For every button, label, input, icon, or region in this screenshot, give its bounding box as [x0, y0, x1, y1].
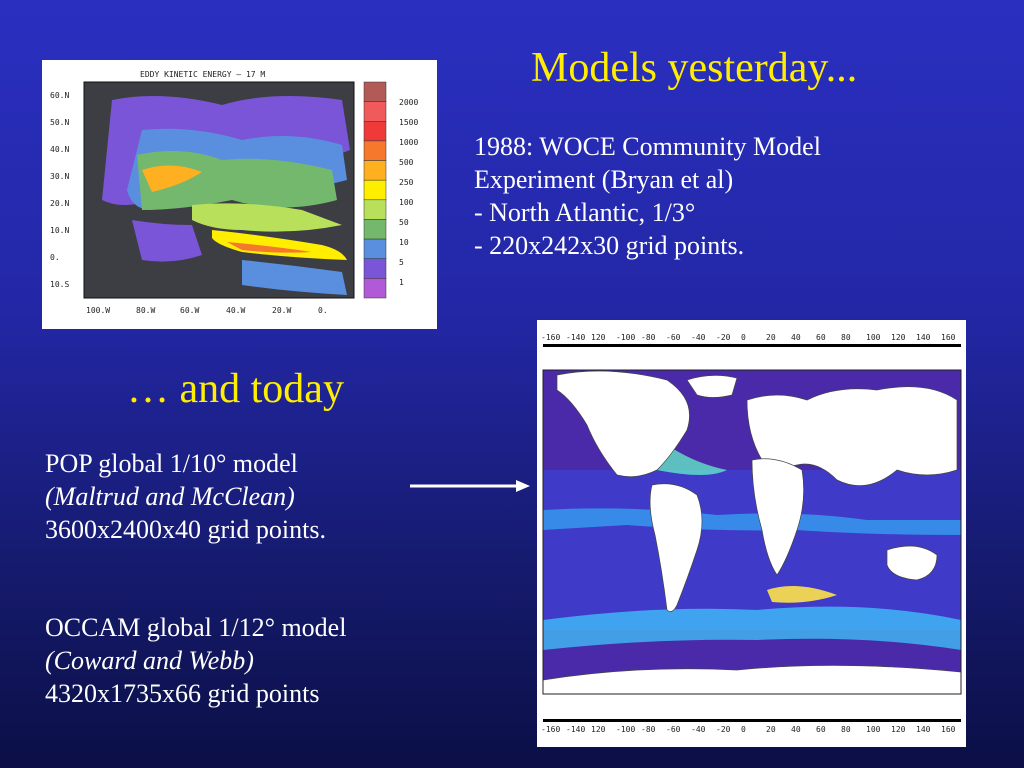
eke-legend-colorbar: [363, 81, 387, 299]
legend-swatch: [363, 101, 387, 122]
global-map-lon-label: 40: [791, 725, 801, 734]
global-eddy-map-figure: -160 -140 120 -100 -80 -60 -40 -20 0 20 40 60 80 100 1…: [537, 320, 966, 747]
lat-label: 10.S: [50, 280, 69, 289]
global-map-lon-label: -160: [541, 725, 560, 734]
lat-label: 40.N: [50, 145, 69, 154]
global-map-lon-label: -20: [716, 333, 731, 342]
arrow-icon: [410, 480, 530, 492]
global-map-lon-label: 40: [791, 333, 801, 342]
legend-value: 5: [399, 258, 404, 267]
occam-model-line: OCCAM global 1/12° model: [45, 613, 347, 642]
global-map-lon-label: -100: [616, 725, 635, 734]
eke-map-title: EDDY KINETIC ENERGY – 17 M: [140, 70, 265, 79]
legend-value: 1: [399, 278, 404, 287]
lon-label: 80.W: [136, 306, 155, 315]
woce-description: 1988: WOCE Community Model Experiment (B…: [474, 130, 821, 262]
lat-label: 10.N: [50, 226, 69, 235]
legend-swatch: [363, 219, 387, 240]
legend-value: 10: [399, 238, 409, 247]
lat-label: 0.: [50, 253, 60, 262]
legend-value: 2000: [399, 98, 418, 107]
woce-line: 1988: WOCE Community Model: [474, 132, 821, 161]
eke-map-figure: EDDY KINETIC ENERGY – 17 M 60.N 50.N 40.…: [42, 60, 437, 329]
global-map-lon-label: 60: [816, 725, 826, 734]
global-map-lon-label: 140: [916, 333, 931, 342]
lat-label: 30.N: [50, 172, 69, 181]
legend-swatch: [363, 199, 387, 220]
global-map-lon-axis-top: -160 -140 120 -100 -80 -60 -40 -20 0 20 40 60 80 100 1…: [541, 333, 956, 342]
global-map-lon-label: 160: [941, 333, 956, 342]
legend-value: 500: [399, 158, 414, 167]
occam-grid-line: 4320x1735x66 grid points: [45, 679, 320, 708]
global-map-lon-label: 60: [816, 333, 826, 342]
lon-label: 100.W: [86, 306, 110, 315]
global-map-lon-label: -20: [716, 725, 731, 734]
global-map-lon-label: 100: [866, 725, 881, 734]
section-title-today: … and today: [127, 366, 344, 412]
legend-swatch: [363, 258, 387, 279]
legend-swatch: [363, 278, 387, 299]
lon-label: 0.: [318, 306, 328, 315]
global-map-lon-label: 20: [766, 725, 776, 734]
global-map-lon-label: -160: [541, 333, 560, 342]
global-map-lon-label: 0: [741, 333, 746, 342]
legend-value: 1000: [399, 138, 418, 147]
global-map-lon-label: 20: [766, 333, 776, 342]
legend-swatch: [363, 140, 387, 161]
legend-swatch: [363, 81, 387, 102]
global-map-lon-label: 120: [891, 333, 906, 342]
global-map-lon-label: -80: [641, 725, 656, 734]
global-map-lon-label: -100: [616, 333, 635, 342]
global-map-lon-label: 80: [841, 725, 851, 734]
global-map-lon-label: -40: [691, 333, 706, 342]
lat-label: 50.N: [50, 118, 69, 127]
global-map-lon-label: 140: [916, 725, 931, 734]
pop-description: POP global 1/10° model (Maltrud and McCl…: [45, 447, 326, 546]
legend-swatch: [363, 179, 387, 201]
global-map-lon-label: -140: [566, 725, 585, 734]
global-map-lon-label: -140: [566, 333, 585, 342]
global-map-lon-label: 120: [891, 725, 906, 734]
global-map-lon-label: -60: [666, 333, 681, 342]
lon-label: 60.W: [180, 306, 199, 315]
global-map-lon-label: -80: [641, 333, 656, 342]
woce-line: Experiment (Bryan et al): [474, 165, 734, 194]
slide-title: Models yesterday...: [531, 45, 858, 91]
pop-model-line: POP global 1/10° model: [45, 449, 298, 478]
global-map-lon-label: -60: [666, 725, 681, 734]
pop-authors: (Maltrud and McClean): [45, 482, 295, 511]
global-map-lon-label: -40: [691, 725, 706, 734]
lat-label: 20.N: [50, 199, 69, 208]
legend-value: 1500: [399, 118, 418, 127]
woce-line: - 220x242x30 grid points.: [474, 231, 745, 260]
occam-description: OCCAM global 1/12° model (Coward and Web…: [45, 611, 346, 710]
global-map-lon-label: 120: [591, 333, 606, 342]
woce-line: - North Atlantic, 1/3°: [474, 198, 696, 227]
global-map-lon-label: 100: [866, 333, 881, 342]
lon-label: 20.W: [272, 306, 291, 315]
legend-value: 100: [399, 198, 414, 207]
global-map-lon-label: 120: [591, 725, 606, 734]
legend-swatch: [363, 160, 387, 181]
lat-label: 60.N: [50, 91, 69, 100]
pop-grid-line: 3600x2400x40 grid points.: [45, 515, 326, 544]
legend-swatch: [363, 121, 387, 142]
legend-value: 250: [399, 178, 414, 187]
lon-label: 40.W: [226, 306, 245, 315]
global-map-lon-axis-bottom: -160 -140 120 -100 -80 -60 -40 -20 0 20 40 60 80 100 1…: [541, 725, 956, 734]
global-map-lon-label: 80: [841, 333, 851, 342]
occam-authors: (Coward and Webb): [45, 646, 254, 675]
global-map-lon-label: 160: [941, 725, 956, 734]
legend-value: 50: [399, 218, 409, 227]
legend-swatch: [363, 238, 387, 259]
global-map-lon-label: 0: [741, 725, 746, 734]
